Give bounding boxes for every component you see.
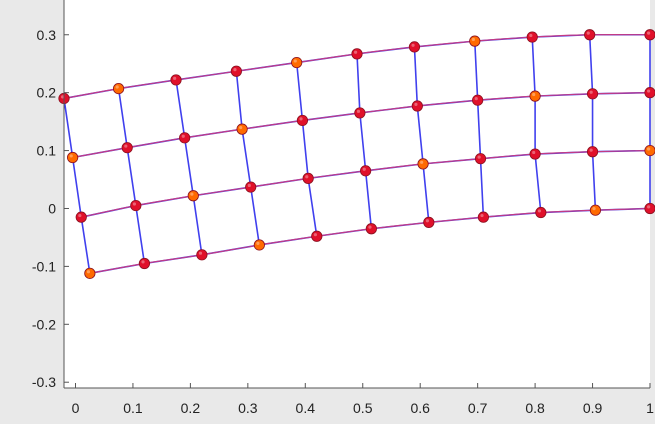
data-point [472, 94, 484, 106]
data-point [584, 29, 596, 41]
data-point [644, 144, 655, 157]
data-point [354, 107, 366, 119]
data-point [408, 41, 421, 53]
data-point [589, 204, 602, 216]
x-tick-label: 0.2 [181, 400, 201, 416]
x-tick-label: 0.4 [296, 400, 316, 416]
data-point [529, 90, 541, 102]
mesh-column-line [473, 41, 485, 218]
x-tick-label: 0.8 [525, 400, 545, 416]
data-point [67, 151, 79, 164]
y-tick-label: 0.2 [37, 85, 57, 101]
data-point [474, 153, 487, 165]
data-point [170, 74, 182, 86]
data-point [365, 223, 377, 235]
data-point [112, 83, 125, 95]
x-tick-label: 1 [646, 400, 654, 416]
data-point [644, 29, 655, 41]
y-tick-label: -0.3 [32, 374, 56, 390]
axes: 0 0.1 0.2 0.3 0.4 0.5 0.6 0.7 0.8 0.9 1 0.30.20.10… [32, 0, 654, 416]
data-point [411, 100, 423, 112]
y-tick-label: 0 [48, 200, 56, 216]
x-tick-label: 0.6 [410, 400, 430, 416]
data-point [586, 88, 599, 100]
x-tick-label: 0.9 [583, 400, 603, 416]
mesh-nodes [58, 29, 655, 279]
y-tick-label: -0.2 [32, 316, 56, 332]
mesh-column-line [531, 37, 542, 213]
data-point [302, 172, 314, 184]
data-point [230, 65, 242, 77]
mesh-column-line [588, 34, 597, 211]
data-point [351, 48, 363, 60]
y-tick-label: -0.1 [32, 258, 56, 274]
data-point [644, 87, 655, 99]
data-point [360, 165, 372, 177]
data-point [187, 190, 199, 202]
data-point [296, 114, 309, 127]
data-point [417, 158, 429, 170]
x-tick-label: 0.5 [353, 400, 373, 416]
mesh-column-line [175, 79, 203, 255]
data-point [84, 267, 96, 279]
mesh-column-line [117, 88, 146, 264]
data-point [130, 199, 142, 212]
x-tick-label: 0.7 [468, 400, 488, 416]
data-point [138, 257, 151, 270]
mesh-column-line [235, 71, 261, 246]
x-tick-label: 0 [72, 400, 80, 416]
data-point [535, 206, 547, 219]
data-point [75, 211, 87, 223]
data-point [469, 35, 481, 47]
data-point [291, 56, 303, 69]
mesh-column-line [413, 46, 430, 223]
mesh-column-line [356, 53, 373, 229]
data-point [477, 211, 489, 223]
data-point [121, 142, 133, 154]
data-point [236, 123, 248, 135]
data-point [311, 230, 323, 242]
data-point [526, 31, 538, 43]
data-point [644, 202, 655, 215]
x-tick-label: 0.3 [238, 400, 258, 416]
data-point [423, 216, 435, 228]
data-point [529, 148, 541, 160]
y-tick-label: 0.1 [37, 143, 57, 159]
y-axis-ticks: 0.3 0.2 0.1 0 -0.1 -0.2 -0.3 [32, 27, 69, 390]
data-point [586, 146, 599, 158]
data-point [196, 249, 208, 261]
mesh-column-line [295, 62, 318, 237]
data-point [245, 181, 257, 193]
x-axis-ticks: 0 0.1 0.2 0.3 0.4 0.5 0.6 0.7 0.8 0.9 1 [72, 383, 654, 416]
y-tick-label: 0.3 [37, 27, 57, 43]
data-point [179, 132, 191, 144]
data-point [253, 239, 265, 251]
mesh-column-line [63, 98, 91, 274]
x-tick-label: 0.1 [123, 400, 143, 416]
